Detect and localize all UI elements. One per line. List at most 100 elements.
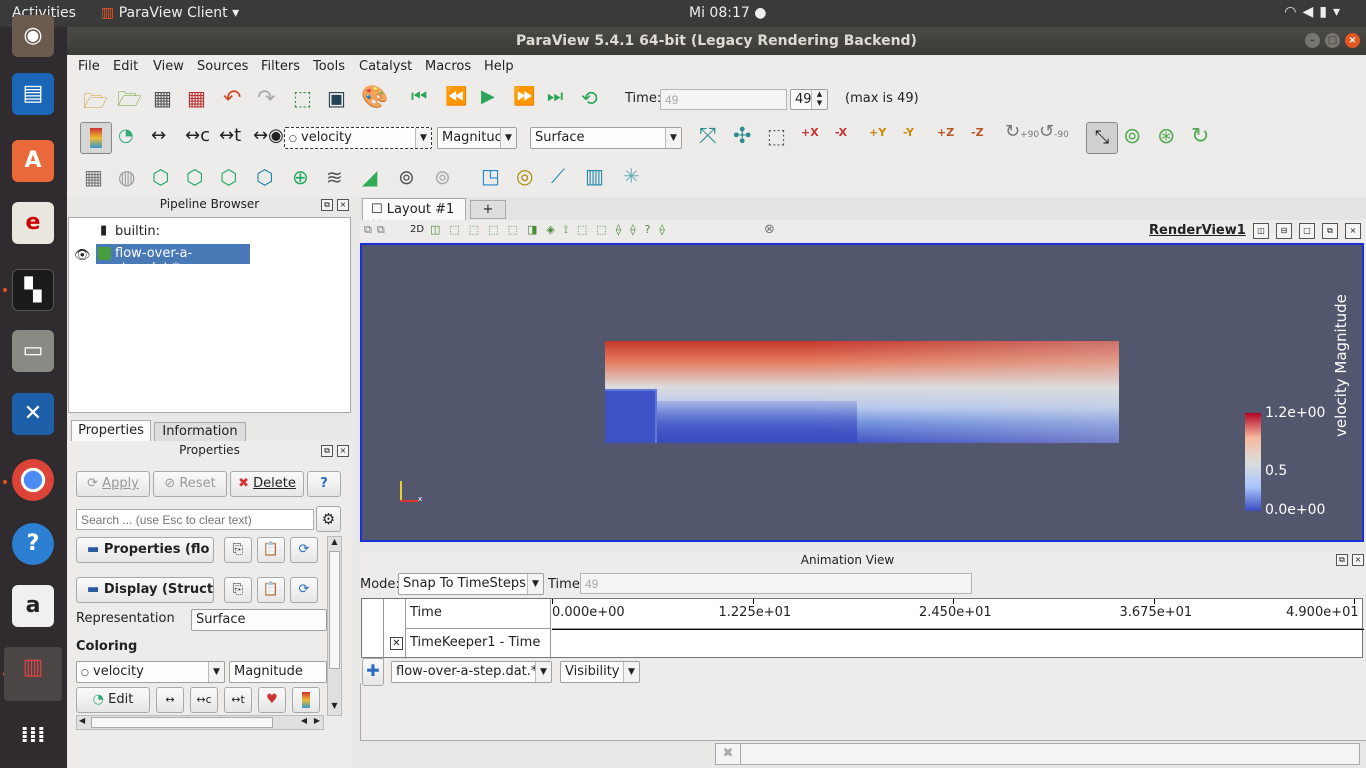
undock-icon[interactable]: ⧉ bbox=[321, 199, 333, 211]
menu-catalyst[interactable]: Catalyst bbox=[359, 59, 413, 74]
representation-combo[interactable]: Surface ▼ bbox=[530, 127, 682, 149]
vscode-icon[interactable]: ✕ bbox=[12, 393, 54, 435]
undo-icon[interactable]: ↶ bbox=[223, 86, 242, 111]
first-frame-icon[interactable]: ⏮ bbox=[411, 86, 428, 107]
tab-properties[interactable]: Properties bbox=[71, 420, 151, 442]
previous-frame-icon[interactable]: ⏪ bbox=[445, 86, 468, 107]
menu-sources[interactable]: Sources bbox=[197, 59, 249, 74]
edit-colormap-button[interactable]: ◔ Edit bbox=[76, 687, 150, 713]
hscroll-thumb[interactable] bbox=[91, 717, 273, 728]
favorites-icon[interactable]: ♥ bbox=[258, 687, 286, 713]
histogram-icon[interactable]: ▥ bbox=[585, 164, 604, 188]
software-center-icon[interactable]: A bbox=[12, 140, 54, 182]
find-data-icon[interactable]: ▣ bbox=[327, 86, 346, 110]
menu-edit[interactable]: Edit bbox=[113, 59, 139, 74]
add-layout-tab[interactable]: + bbox=[470, 200, 506, 219]
section-properties-toggle[interactable]: ▬ Properties (flo bbox=[76, 537, 214, 563]
timekeeper-track[interactable] bbox=[552, 629, 1364, 659]
window-titlebar[interactable]: ParaView 5.4.1 64-bit (Legacy Rendering … bbox=[67, 27, 1366, 55]
menu-tools[interactable]: Tools bbox=[313, 59, 346, 74]
loop-icon[interactable]: ⟲ bbox=[581, 86, 598, 110]
rotate-minus-90-icon[interactable]: ↺-90 bbox=[1039, 121, 1069, 142]
extract-subset-icon[interactable]: ⬡ bbox=[256, 165, 274, 189]
maximize-view-icon[interactable]: □ bbox=[1299, 223, 1315, 239]
delete-button[interactable]: ✖ Delete bbox=[230, 471, 304, 497]
terminal-icon[interactable]: ▚ bbox=[12, 269, 54, 311]
edit-color-map-icon[interactable]: ◔ bbox=[118, 125, 134, 146]
rescale-visible-range-icon[interactable]: ↔◉ bbox=[253, 125, 284, 146]
color-component-combo[interactable]: Magnituc ▼ bbox=[437, 127, 517, 149]
slice-icon[interactable]: ⬡ bbox=[186, 165, 204, 189]
help-icon[interactable]: ? bbox=[12, 523, 54, 565]
pick-center-icon[interactable]: ⊛ bbox=[1157, 124, 1176, 149]
close-panel-icon[interactable]: × bbox=[337, 445, 349, 457]
coloring-array-select[interactable]: ○ velocity ▼ bbox=[76, 661, 225, 683]
zoom-to-box-icon[interactable]: ⬚ bbox=[767, 124, 786, 148]
amazon-icon[interactable]: a bbox=[12, 585, 54, 627]
pipeline-root[interactable]: builtin: bbox=[115, 224, 161, 239]
menu-macros[interactable]: Macros bbox=[425, 59, 472, 74]
open-icon[interactable]: 🗁 bbox=[83, 89, 108, 113]
interaction-mode-icon[interactable]: ↻ bbox=[1191, 124, 1210, 149]
visibility-eye-icon[interactable]: 👁 bbox=[74, 248, 91, 263]
chrome-icon[interactable] bbox=[12, 459, 54, 501]
vertical-scrollbar[interactable]: ▲ ▼ bbox=[327, 536, 342, 716]
minimize-icon[interactable]: – bbox=[1305, 33, 1320, 48]
close-icon[interactable]: × bbox=[1345, 33, 1360, 48]
clear-selection-icon[interactable]: ⊗ bbox=[764, 222, 775, 237]
rescale-custom-icon[interactable]: ↔c bbox=[190, 687, 218, 713]
connect-icon[interactable]: ▦ bbox=[153, 86, 172, 110]
reset-camera-icon[interactable]: ⤧ bbox=[699, 124, 717, 149]
restore-display-defaults-icon[interactable]: ⟳ bbox=[290, 577, 318, 603]
timeline-ruler[interactable]: 0.000e+00 1.225e+01 2.450e+01 3.675e+01 4.90… bbox=[552, 599, 1364, 629]
horizontal-scrollbar[interactable]: ◀ ◀ ▶ bbox=[76, 715, 324, 730]
paste-properties-icon[interactable]: 📋 bbox=[257, 537, 285, 563]
view-minus-y-icon[interactable]: -Y bbox=[903, 126, 914, 139]
close-panel-icon[interactable]: × bbox=[1352, 554, 1364, 566]
load-state-icon[interactable]: 🗁 bbox=[117, 87, 142, 111]
reset-button[interactable]: ⊘ Reset bbox=[153, 471, 227, 497]
play-icon[interactable]: ▶ bbox=[481, 86, 495, 107]
advanced-settings-gear-icon[interactable]: ⚙ bbox=[316, 506, 341, 532]
undock-view-icon[interactable]: ⧉ bbox=[1322, 223, 1338, 239]
copy-display-icon[interactable]: ⎘ bbox=[224, 577, 252, 603]
next-frame-icon[interactable]: ⏩ bbox=[513, 86, 536, 107]
document-viewer-icon[interactable]: e bbox=[12, 202, 54, 244]
redo-icon[interactable]: ↷ bbox=[257, 86, 276, 111]
split-horizontal-icon[interactable]: ◫ bbox=[1253, 223, 1269, 239]
files-icon[interactable]: ▭ bbox=[12, 330, 54, 372]
undock-icon[interactable]: ⧉ bbox=[321, 445, 333, 457]
representation-select[interactable]: Surface bbox=[191, 609, 327, 631]
add-track-button[interactable]: ✚ bbox=[362, 658, 384, 686]
paraview-dock-icon[interactable]: ▥ bbox=[4, 647, 62, 701]
writer-app-icon[interactable]: ▤ bbox=[12, 73, 54, 115]
maximize-icon[interactable]: □ bbox=[1325, 33, 1340, 48]
show-center-axes-icon[interactable]: ⤡ bbox=[1086, 122, 1118, 154]
rescale-icon[interactable]: ↔ bbox=[156, 687, 184, 713]
undock-icon[interactable]: ⧉ bbox=[1336, 554, 1348, 566]
timestep-spinbox[interactable]: 49 ▲ ▼ bbox=[790, 89, 828, 110]
rescale-temporal-range-icon[interactable]: ↔t bbox=[219, 125, 242, 146]
tab-information[interactable]: Information bbox=[154, 422, 246, 442]
menu-file[interactable]: File bbox=[78, 59, 100, 74]
menu-view[interactable]: View bbox=[153, 59, 184, 74]
output-messages-icon[interactable]: ✖ bbox=[715, 743, 741, 765]
coloring-component-select[interactable]: Magnitude bbox=[229, 661, 327, 683]
animation-mode-select[interactable]: Snap To TimeSteps ▼ bbox=[398, 573, 544, 595]
selection-display-icon[interactable]: ◳ bbox=[481, 164, 500, 188]
view-minus-x-icon[interactable]: -X bbox=[835, 126, 848, 139]
stream-tracer-icon[interactable]: ≋ bbox=[326, 165, 343, 189]
view-plus-x-icon[interactable]: +X bbox=[801, 126, 819, 139]
disconnect-icon[interactable]: ▦ bbox=[187, 86, 206, 110]
reset-session-icon[interactable]: ⬚ bbox=[293, 86, 312, 110]
close-view-icon[interactable]: × bbox=[1345, 223, 1361, 239]
glyph-icon[interactable]: ⊕ bbox=[292, 165, 309, 189]
toggle-2d-button[interactable]: 2D bbox=[410, 224, 425, 235]
toggle-color-legend-button[interactable] bbox=[80, 122, 112, 154]
track-checkbox[interactable]: ✕ bbox=[390, 637, 403, 650]
view-minus-z-icon[interactable]: -Z bbox=[971, 126, 984, 139]
rescale-range-icon[interactable]: ↔ bbox=[151, 125, 167, 146]
rescale-temporal-icon[interactable]: ↔t bbox=[224, 687, 252, 713]
copy-properties-icon[interactable]: ⎘ bbox=[224, 537, 252, 563]
system-tray[interactable]: ◠◀▮▾ bbox=[1284, 4, 1346, 20]
